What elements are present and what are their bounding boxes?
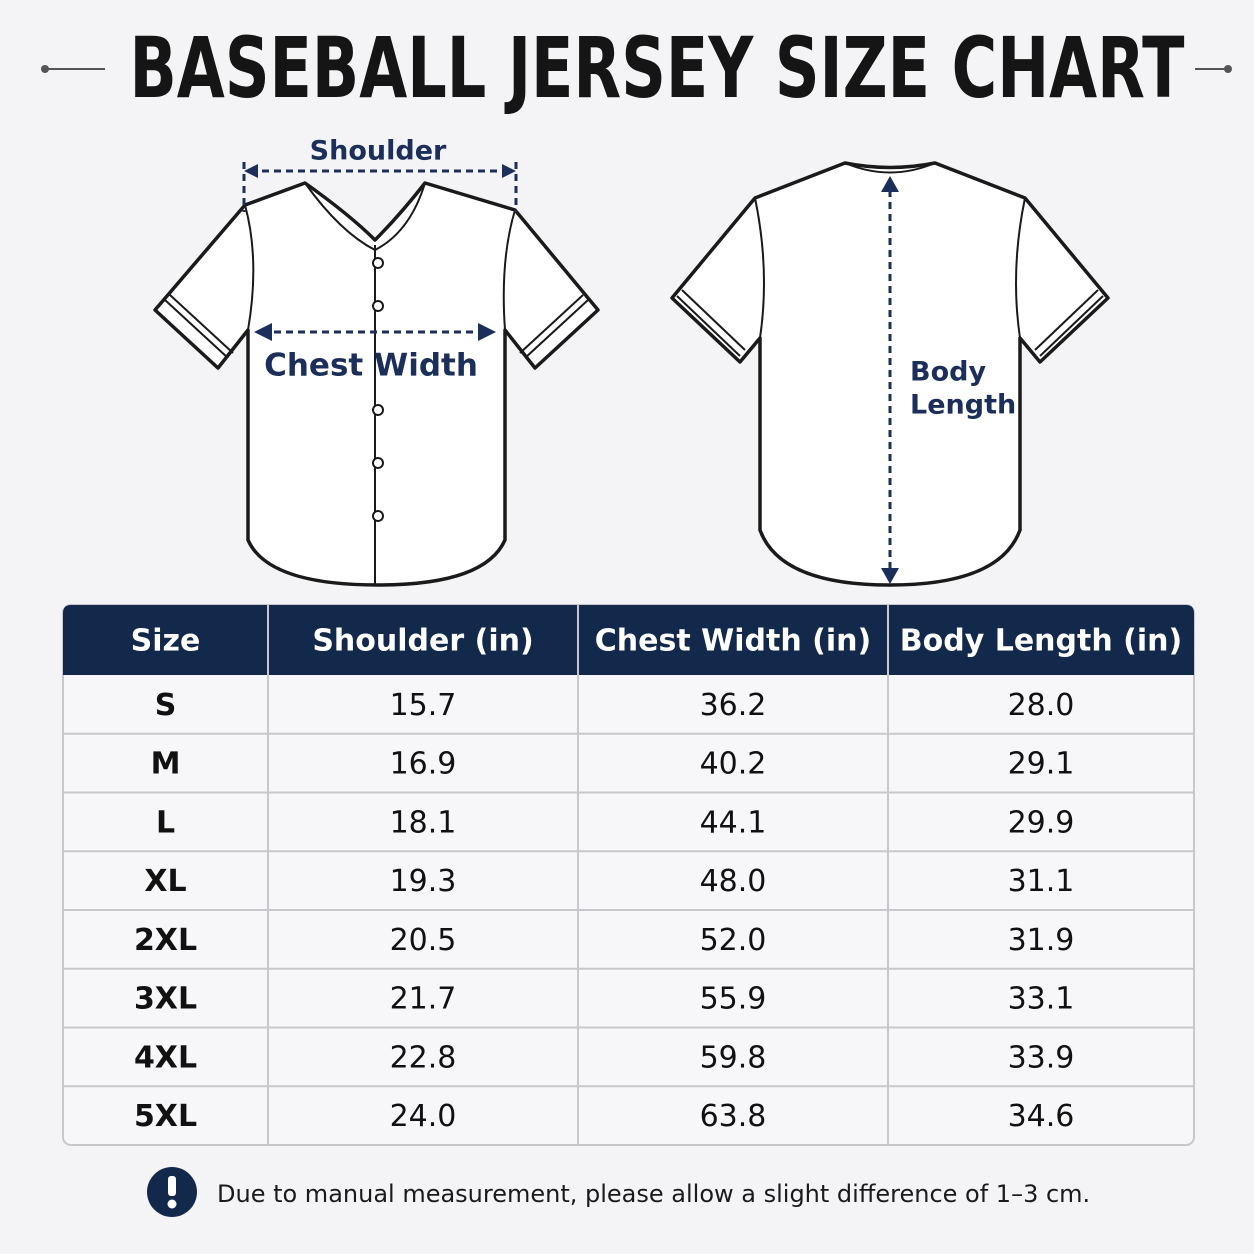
body-length-label: Body [910, 357, 986, 388]
note: Due to manual measurement, please allow … [217, 1180, 1090, 1208]
chest-width-label: Chest Width [264, 348, 478, 384]
value-cell: 22.8 [390, 1040, 457, 1075]
shoulder-arrow [242, 162, 518, 212]
body-length-arrow [881, 176, 899, 584]
value-cell: 44.1 [700, 805, 767, 840]
value-cell: 18.1 [390, 805, 457, 840]
size-cell: 5XL [134, 1099, 197, 1134]
value-cell: 29.1 [1008, 747, 1075, 782]
value-cell: 63.8 [700, 1099, 767, 1134]
value-cell: 36.2 [700, 688, 767, 723]
table-header-bg [63, 605, 1194, 675]
value-cell: 33.1 [1008, 982, 1075, 1017]
title-decor [41, 65, 1232, 73]
value-cell: 28.0 [1008, 688, 1075, 723]
value-cell: 31.9 [1008, 923, 1075, 958]
size-cell: M [151, 747, 181, 782]
note-icon [147, 1167, 197, 1217]
body-length-label: Length [910, 390, 1016, 421]
column-header: Body Length (in) [900, 624, 1182, 659]
value-cell: 24.0 [390, 1099, 457, 1134]
value-cell: 55.9 [700, 982, 767, 1017]
value-cell: 20.5 [390, 923, 457, 958]
chest-arrow [254, 323, 496, 341]
value-cell: 29.9 [1008, 805, 1075, 840]
column-header: Shoulder (in) [312, 624, 533, 659]
value-cell: 16.9 [390, 747, 457, 782]
size-cell: L [156, 805, 175, 840]
size-cell: S [155, 688, 177, 723]
size-cell: 4XL [134, 1040, 197, 1075]
value-cell: 40.2 [700, 747, 767, 782]
title: BASEBALL JERSEY SIZE CHART [130, 19, 1185, 117]
value-cell: 48.0 [700, 864, 767, 899]
column-header: Chest Width (in) [595, 624, 871, 659]
value-cell: 19.3 [390, 864, 457, 899]
column-header: Size [131, 624, 201, 659]
value-cell: 33.9 [1008, 1040, 1075, 1075]
value-cell: 34.6 [1008, 1099, 1075, 1134]
shoulder-label: Shoulder [310, 136, 447, 167]
value-cell: 59.8 [700, 1040, 767, 1075]
size-cell: 2XL [134, 923, 197, 958]
size-cell: XL [144, 864, 186, 899]
value-cell: 52.0 [700, 923, 767, 958]
value-cell: 31.1 [1008, 864, 1075, 899]
value-cell: 15.7 [390, 688, 457, 723]
size-table: Size Shoulder (in) Chest Width (in) Body Le… [63, 605, 1194, 1145]
size-cell: 3XL [134, 982, 197, 1017]
value-cell: 21.7 [390, 982, 457, 1017]
front-jersey [153, 181, 600, 587]
